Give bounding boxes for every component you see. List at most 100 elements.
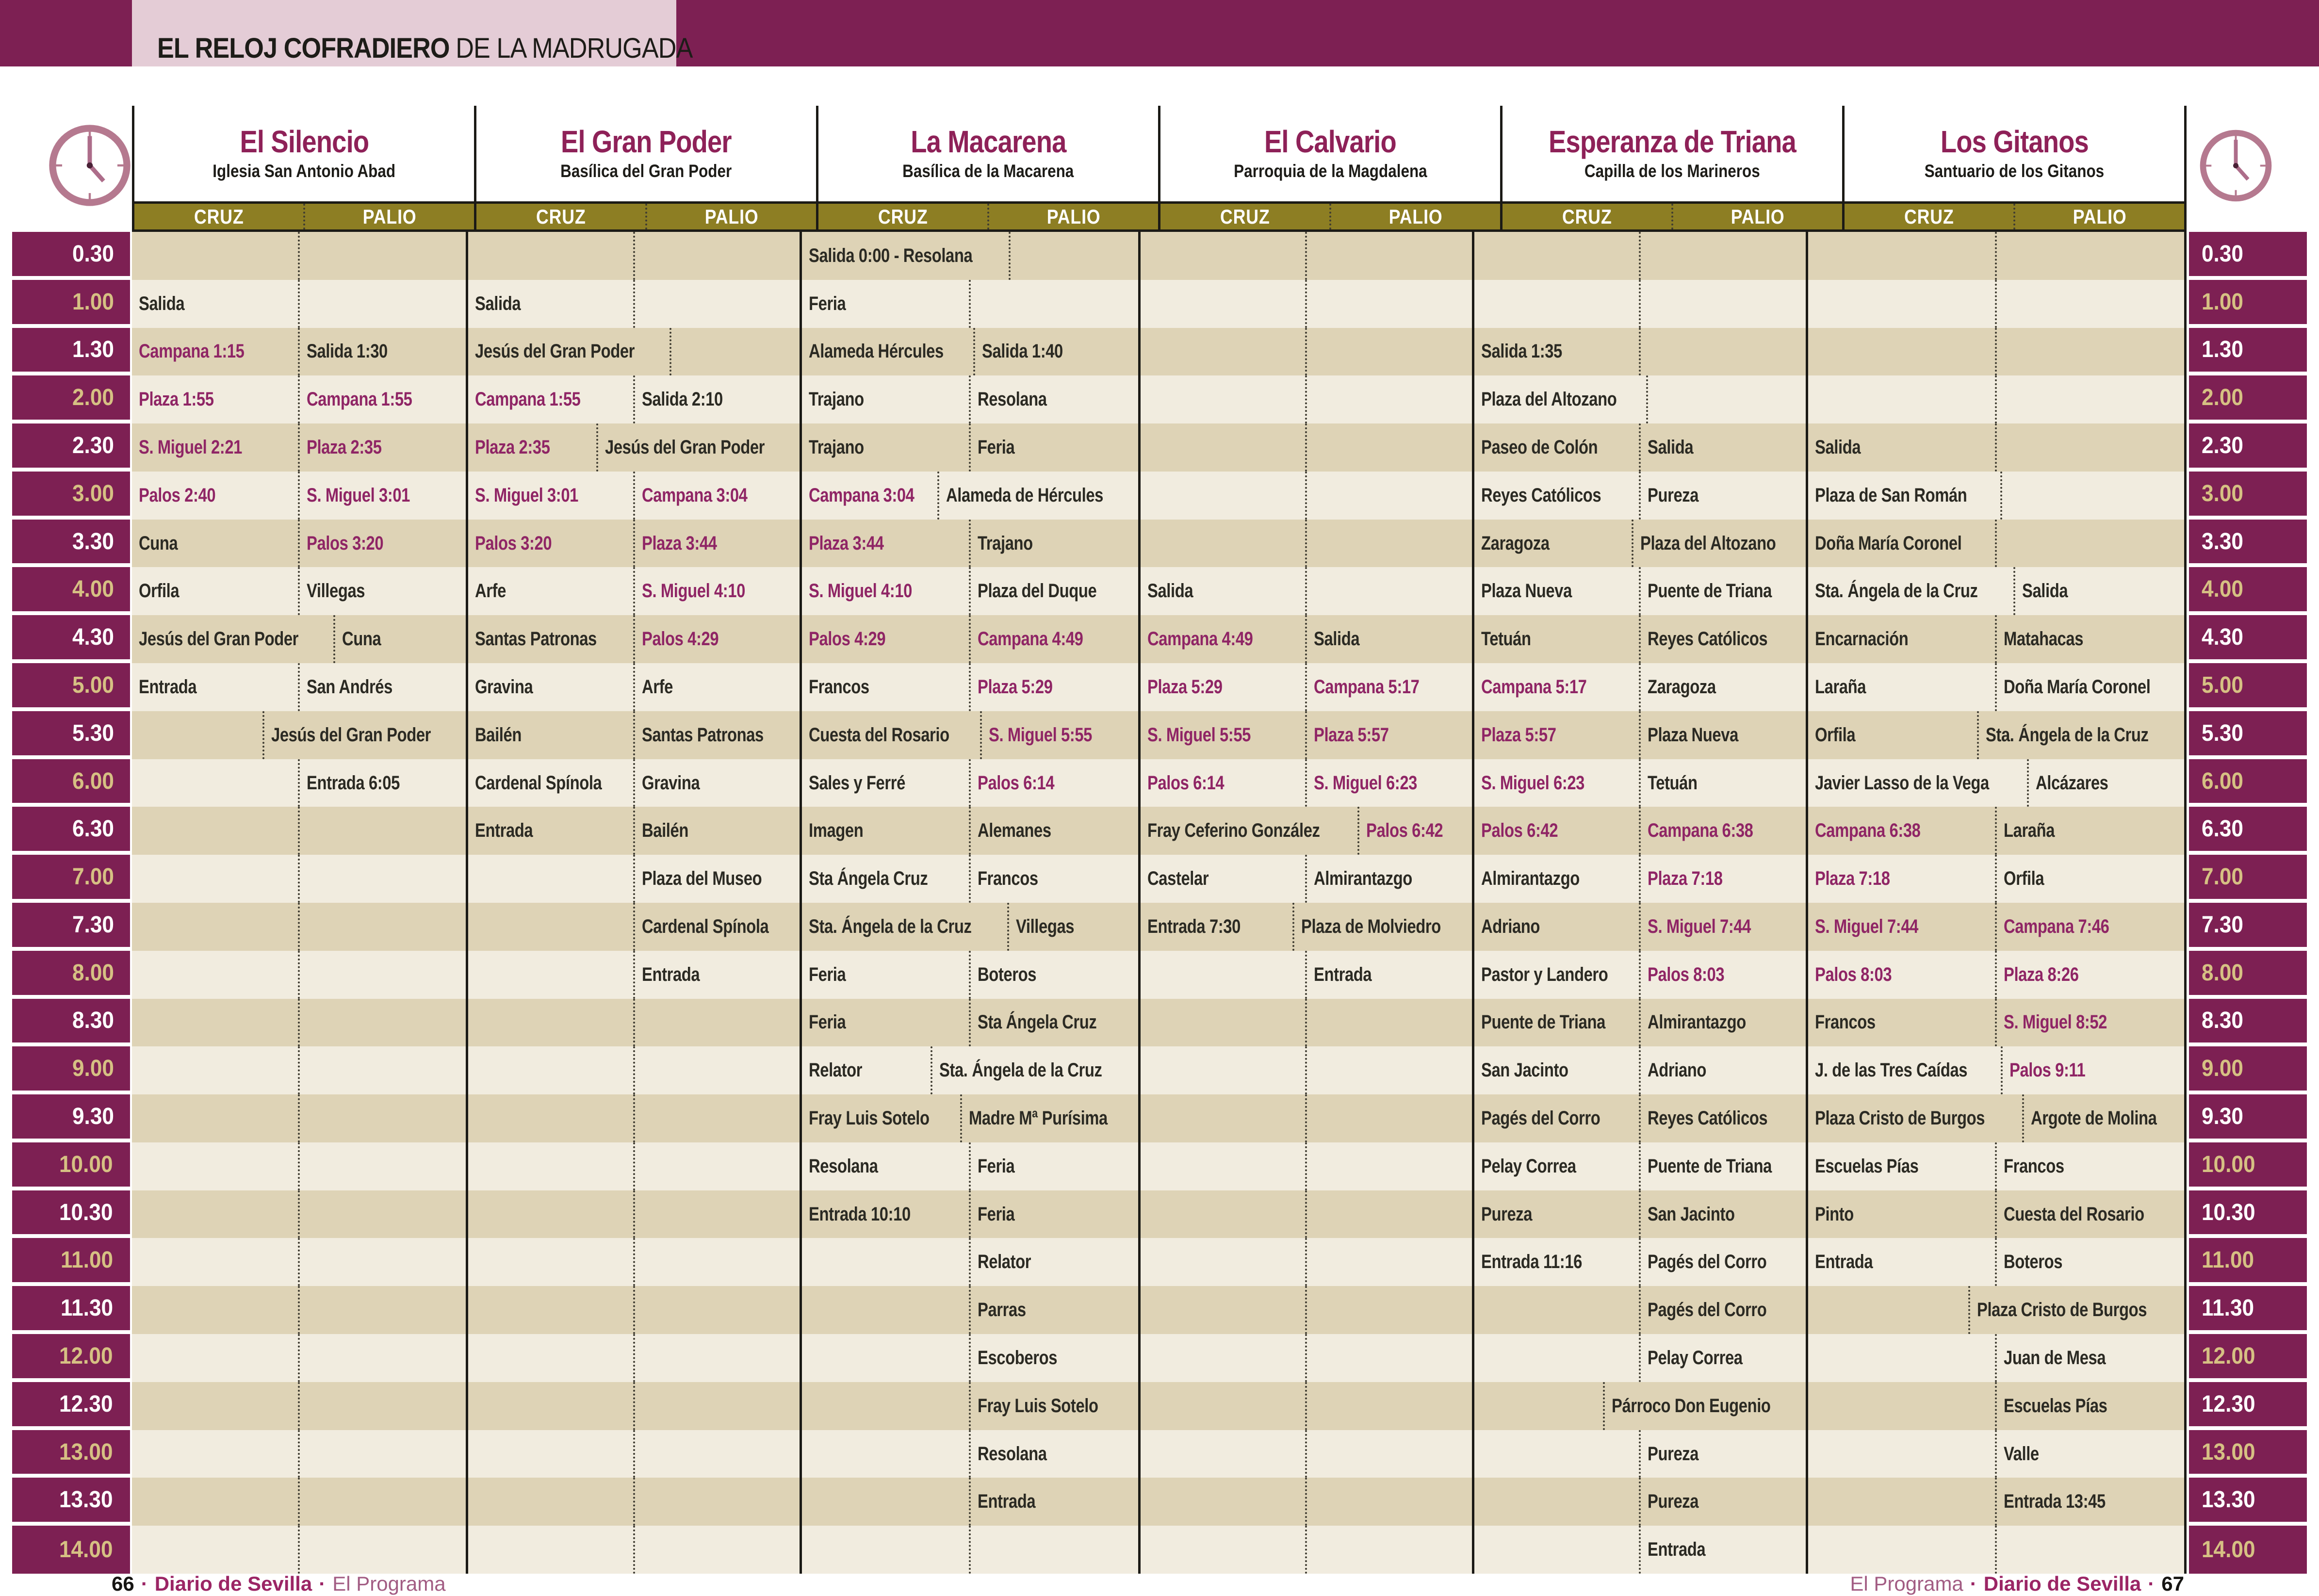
time-cell-right: 1.00 <box>2189 279 2307 328</box>
schedule-cell-text: Campana 4:49 <box>1147 628 1253 650</box>
schedule-cell-text: S. Miguel 6:23 <box>1481 772 1584 794</box>
group-church-text: Parroquia de la Magdalena <box>1233 161 1427 181</box>
schedule-cell-text: Javier Lasso de la Vega <box>1814 772 1989 794</box>
schedule-cell-text: Fray Luis Sotelo <box>978 1395 1098 1417</box>
schedule-cell-text: S. Miguel 5:55 <box>989 724 1093 746</box>
schedule-cell-text: Jesús del Gran Poder <box>475 341 635 362</box>
schedule-cell-text: Plaza 3:44 <box>809 532 884 554</box>
time-label: 7.30 <box>72 912 114 938</box>
schedule-cell-cruz <box>132 711 262 759</box>
schedule-cell-palio: Feria <box>969 1142 1138 1190</box>
time-cell-right: 2.30 <box>2189 423 2307 472</box>
time-label: 12.30 <box>59 1391 113 1417</box>
schedule-cell-cruz: Entrada <box>1808 1238 1995 1286</box>
schedule-cell-palio <box>1305 1046 1472 1095</box>
time-label: 2.00 <box>72 385 114 411</box>
schedule-cell-cruz: Campana 3:04 <box>802 472 937 520</box>
time-cell-left: 9.00 <box>12 1046 130 1095</box>
schedule-row <box>132 1430 466 1478</box>
schedule-cell-text: Plaza Nueva <box>1648 724 1739 746</box>
schedule-cell-palio: Jesús del Gran Poder <box>596 423 800 472</box>
schedule-row: Orfila Villegas <box>132 567 466 616</box>
time-cell-left: 14.00 <box>12 1526 130 1574</box>
schedule-cell-text: Boteros <box>978 963 1037 985</box>
schedule-cell-cruz <box>468 1142 633 1190</box>
time-label: 5.00 <box>72 672 114 698</box>
schedule-cell-palio: Plaza del Altozano <box>1631 519 1806 568</box>
cruz-header-label: CRUZ <box>878 205 928 228</box>
schedule-row <box>1140 471 1472 520</box>
schedule-row <box>468 1142 800 1190</box>
palio-header: PALIO <box>303 204 474 229</box>
schedule-cell-palio: Sta. Ángela de la Cruz <box>931 1046 1138 1095</box>
schedule-cell-text: Escoberos <box>978 1347 1058 1368</box>
time-cell-right: 4.30 <box>2189 615 2307 664</box>
schedule-row: Plaza Nueva Puente de Triana <box>1474 567 1806 616</box>
time-label: 3.00 <box>72 480 114 506</box>
cruz-palio-band: CRUZ PALIO <box>1845 201 2184 232</box>
schedule-row: Palos 3:20 Plaza 3:44 <box>468 519 800 568</box>
schedule-cell-text: Plaza 2:35 <box>307 437 382 458</box>
schedule-cell-cruz: Feria <box>802 999 969 1047</box>
schedule-cell-text: Plaza 5:29 <box>978 676 1053 698</box>
group-church: Basílica de la Macarena <box>887 161 1089 181</box>
schedule-cell-palio: Campana 7:46 <box>1995 902 2184 951</box>
schedule-row: Plaza 7:18 Orfila <box>1808 855 2184 903</box>
schedule-cell-cruz: Imagen <box>802 807 969 855</box>
schedule-row: Bailén Santas Patronas <box>468 711 800 759</box>
schedule-cell-text: Juan de Mesa <box>2004 1347 2106 1368</box>
schedule-cell-palio <box>1305 279 1472 328</box>
schedule-cell-cruz <box>132 759 298 807</box>
schedule-cell-cruz <box>132 1142 298 1190</box>
footer-dot: · <box>1970 1572 1977 1595</box>
page-title-rest: DE LA MADRUGADA <box>456 33 693 64</box>
schedule-cell-cruz <box>1141 999 1306 1047</box>
schedule-cell-cruz: Pinto <box>1808 1190 1995 1238</box>
schedule-cell-text: Salida <box>139 293 185 314</box>
schedule-cell-text: Cuesta del Rosario <box>2004 1203 2145 1225</box>
schedule-row <box>468 1286 800 1335</box>
schedule-cell-palio <box>298 1094 466 1142</box>
schedule-cell-palio <box>633 232 800 280</box>
schedule-cell-palio <box>633 998 800 1047</box>
schedule-cell-text: Campana 5:17 <box>1481 676 1587 698</box>
time-label: 3.30 <box>72 528 114 554</box>
schedule-cell-text: Sta Ángela Cruz <box>978 1011 1097 1033</box>
schedule-row: S. Miguel 6:23 Tetuán <box>1474 759 1806 807</box>
group-title-text: El Calvario <box>1264 124 1397 159</box>
schedule-cell-palio: Tetuán <box>1639 759 1806 807</box>
schedule-cell-text: Sta. Ángela de la Cruz <box>809 915 972 937</box>
schedule-cell-cruz: J. de las Tres Caídas <box>1808 1046 2001 1094</box>
time-cell-left: 10.00 <box>12 1142 130 1190</box>
schedule-cell-cruz <box>468 232 633 280</box>
schedule-row: Francos S. Miguel 8:52 <box>1808 998 2184 1047</box>
schedule-row <box>1140 1286 1472 1335</box>
schedule-cell-palio <box>298 279 466 328</box>
schedule-cell-text: Campana 6:38 <box>1648 820 1753 842</box>
schedule-row <box>1140 1334 1472 1382</box>
schedule-cell-text: S. Miguel 4:10 <box>641 580 745 602</box>
palio-header-label: PALIO <box>362 205 417 228</box>
schedule-cell-cruz <box>1141 423 1306 472</box>
schedule-row: Plaza del Altozano <box>1474 375 1806 424</box>
time-cell-right: 3.30 <box>2189 519 2307 568</box>
group-header: Los Gitanos Santuario de los Gitanos <box>1845 106 2184 201</box>
schedule-cell-text: Matahacas <box>2004 628 2084 650</box>
schedule-cell-cruz <box>132 1382 298 1430</box>
schedule-cell-cruz <box>132 1430 298 1478</box>
schedule-cell-palio: Gravina <box>633 759 800 807</box>
schedule-row <box>468 1238 800 1287</box>
schedule-cell-cruz: Plaza de San Román <box>1808 472 2000 520</box>
schedule-cell-text: Cuna <box>342 628 381 650</box>
schedule-cell-palio: Alameda de Hércules <box>937 471 1138 520</box>
schedule-cell-text: Plaza del Museo <box>641 868 762 890</box>
schedule-cell-text: Plaza del Duque <box>978 580 1097 602</box>
time-cell-left: 12.00 <box>12 1334 130 1382</box>
schedule-cell-palio: Salida 1:30 <box>298 327 466 376</box>
group-header: El Gran Poder Basílica del Gran Poder <box>476 106 816 201</box>
schedule-row: Laraña Doña María Coronel <box>1808 663 2184 711</box>
schedule-cell-cruz: Plaza Nueva <box>1474 567 1639 615</box>
time-label: 0.30 <box>72 241 114 267</box>
schedule-row: Campana 1:55 Salida 2:10 <box>468 375 800 424</box>
cruz-palio-band: CRUZ PALIO <box>476 201 816 232</box>
